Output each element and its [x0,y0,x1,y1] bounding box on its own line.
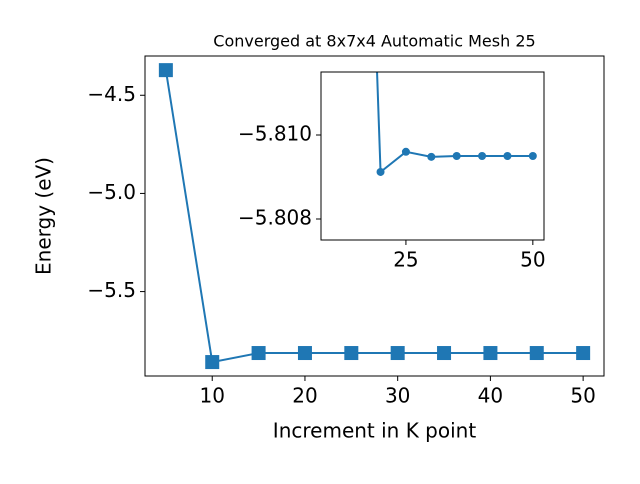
series-line [376,72,533,174]
marker [528,152,537,160]
axes-frame [144,55,605,377]
x-tick-label: 10 [200,384,225,408]
marker [576,346,591,361]
marker [529,346,544,361]
marker [205,355,220,370]
marker [503,152,512,160]
plot-clip [376,72,537,176]
marker [251,346,266,361]
marker [478,152,487,160]
series-line [164,69,584,364]
marker [401,147,410,156]
axes-frame [320,71,545,241]
y-axis-label: Energy (eV) [32,157,56,275]
marker [427,152,436,161]
marker [483,346,498,361]
y-tick-label: −5.5 [87,278,136,302]
y-tick-label: −4.5 [87,82,136,106]
x-tick-label: 25 [393,248,418,272]
x-tick-label: 40 [478,384,503,408]
y-tick-label: −5.808 [238,206,312,230]
x-tick-label: 30 [385,384,410,408]
marker [452,152,461,160]
x-axis-label: Increment in K point [273,419,477,443]
marker [390,346,405,361]
marker [437,346,452,361]
x-tick-label: 50 [520,248,545,272]
y-tick-label: −5.810 [238,122,312,146]
plot-clip [158,63,591,370]
marker [344,346,359,361]
marker [297,346,312,361]
x-tick-label: 20 [292,384,317,408]
marker [376,167,385,176]
chart-title: Converged at 8x7x4 Automatic Mesh 25 [213,32,535,51]
x-tick-label: 50 [570,384,595,408]
y-tick-label: −5.0 [87,180,136,204]
marker [158,63,173,78]
